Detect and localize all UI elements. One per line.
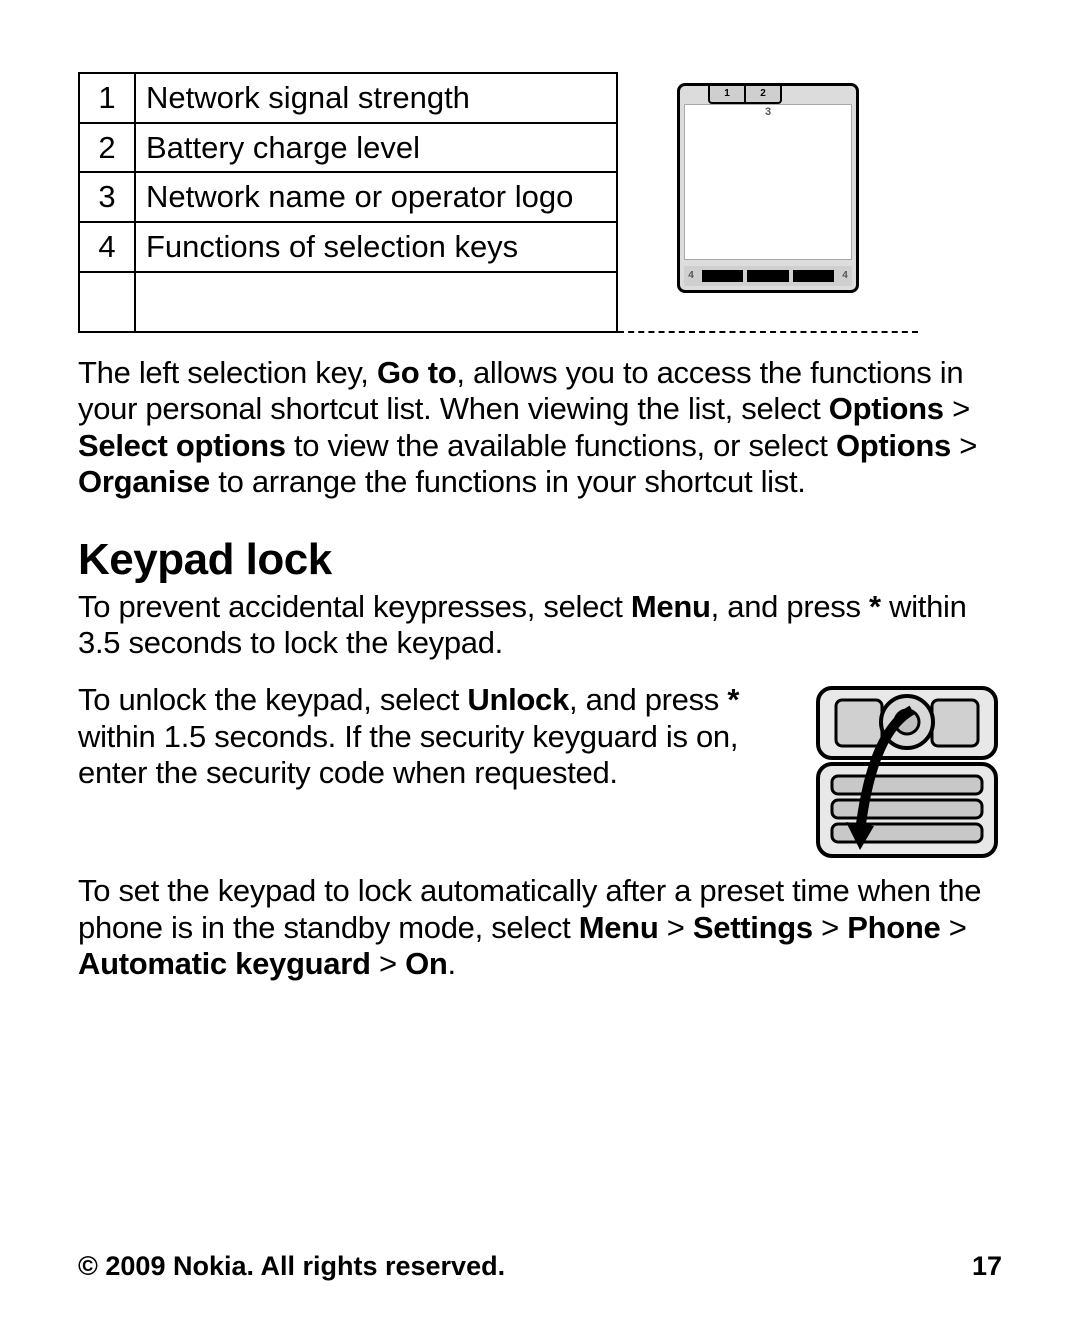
- section-heading-keypad-lock: Keypad lock: [78, 535, 1002, 585]
- legend-num: 3: [79, 172, 135, 222]
- screen-bottom-label-l: 4: [684, 266, 698, 286]
- legend-label: Network name or operator logo: [135, 172, 617, 222]
- paragraph-auto-keyguard: To set the keypad to lock automatically …: [78, 873, 1002, 983]
- legend-label: Battery charge level: [135, 123, 617, 173]
- screen-bottom-label-r: 4: [838, 266, 852, 286]
- phone-screen-figure: 1 2 3 4 4: [628, 79, 908, 293]
- legend-num: 2: [79, 123, 135, 173]
- keypad-figure: [812, 682, 1002, 867]
- legend-num: 1: [79, 73, 135, 123]
- screen-tab-1: 1: [710, 86, 746, 102]
- screen-tab-2: 2: [746, 86, 780, 102]
- paragraph-unlock: To unlock the keypad, select Unlock, and…: [78, 682, 798, 792]
- footer-page-number: 17: [972, 1251, 1002, 1282]
- legend-label: Network signal strength: [135, 73, 617, 123]
- footer-copyright: © 2009 Nokia. All rights reserved.: [78, 1251, 505, 1282]
- screen-label-3: 3: [680, 106, 856, 119]
- paragraph-shortcuts: The left selection key, Go to, allows yo…: [78, 355, 1002, 501]
- legend-label: Functions of selection keys: [135, 222, 617, 272]
- legend-table: 1 Network signal strength 1 2 3: [78, 72, 918, 333]
- legend-num: 4: [79, 222, 135, 272]
- paragraph-lock: To prevent accidental keypresses, select…: [78, 589, 1002, 662]
